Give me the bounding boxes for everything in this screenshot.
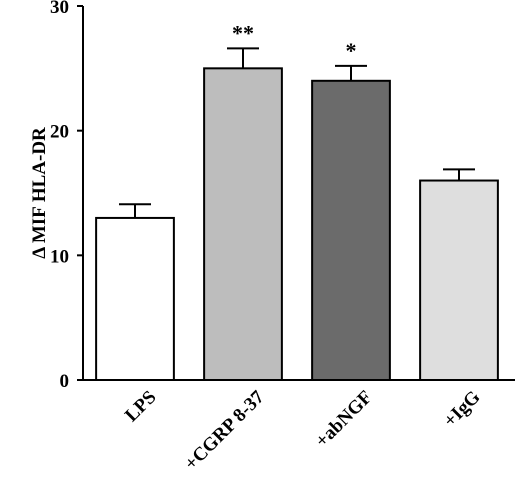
x-tick-label: +CGRP 8-37 <box>181 386 269 474</box>
x-tick-label: LPS <box>121 387 160 426</box>
y-axis-title: Δ MIF HLA-DR <box>29 127 50 259</box>
x-tick-label: +abNGF <box>311 387 376 452</box>
x-axis-labels: LPS +CGRP 8-37 +abNGF +IgG <box>121 386 485 474</box>
y-tick-label: 10 <box>50 246 69 267</box>
y-tick-label: 0 <box>60 371 70 392</box>
bars: *** <box>95 20 499 382</box>
bar <box>95 216 175 381</box>
y-tick-label: 20 <box>50 122 69 143</box>
bar <box>203 67 283 381</box>
significance-marker: * <box>346 38 357 63</box>
bar <box>311 79 391 382</box>
significance-marker: ** <box>232 20 254 45</box>
bar <box>419 179 499 381</box>
x-tick-label: +IgG <box>440 387 485 432</box>
y-tick-label: 30 <box>50 0 69 18</box>
